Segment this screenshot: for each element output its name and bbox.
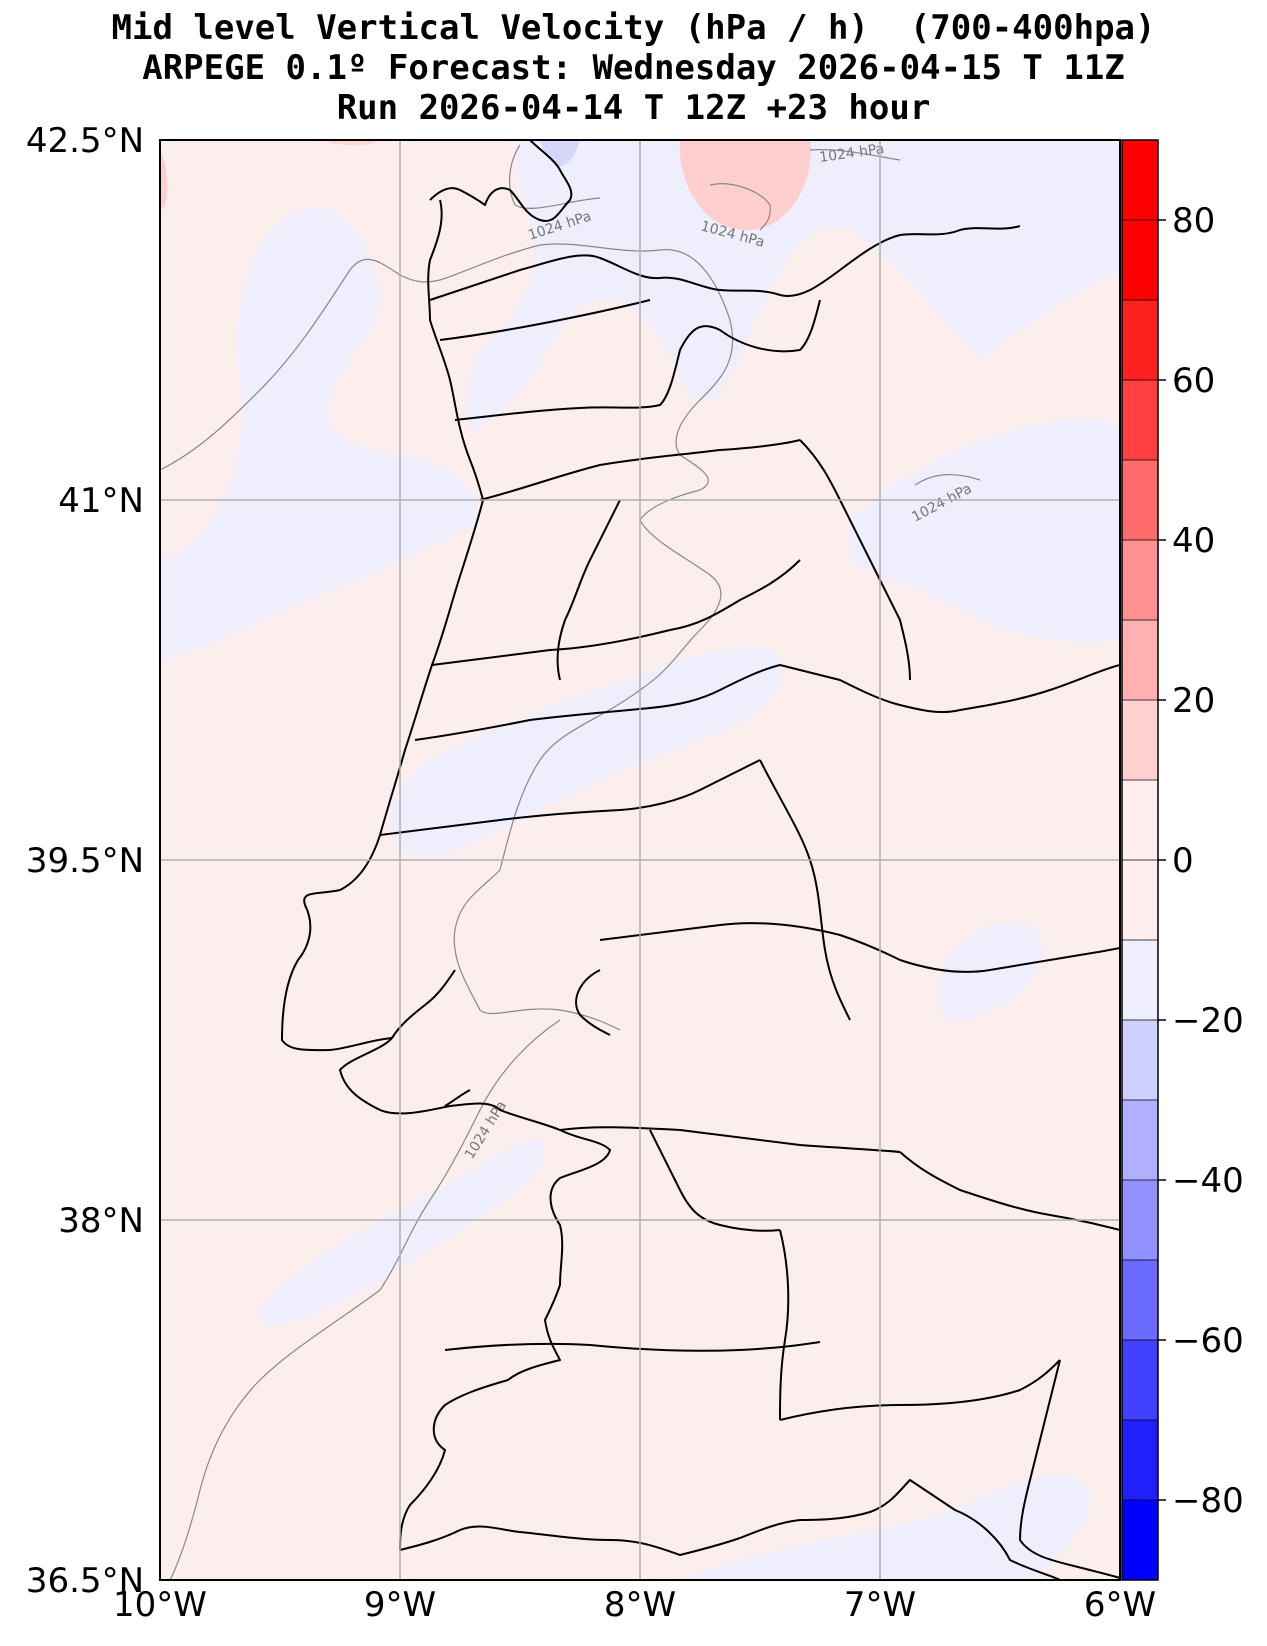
negative-region-north-east xyxy=(850,418,1120,643)
negative-region-central-band xyxy=(390,646,782,858)
title-line-3: Run 2026-04-14 T 12Z +23 hour xyxy=(336,88,931,128)
isobar-contours xyxy=(160,144,981,1580)
isobar-east xyxy=(914,474,981,486)
colorbar-tick-label-4: 0 xyxy=(1172,841,1194,881)
border-district-7 xyxy=(414,664,781,741)
colorbar-tick-label-6: −40 xyxy=(1172,1161,1244,1201)
isobar-north-east xyxy=(809,149,901,161)
border-district-4 xyxy=(556,499,621,681)
border-district-1 xyxy=(439,299,651,341)
latitude-tick-labels: 42.5°N 41°N 39.5°N 38°N 36.5°N xyxy=(26,121,144,1601)
coastlines-and-borders xyxy=(281,140,1120,1580)
border-district-5 xyxy=(431,559,801,666)
coastline-south xyxy=(399,1479,1061,1580)
colorbar: 80 60 40 20 0 −20 −40 −60 −80 xyxy=(1121,139,1244,1581)
coastline-west xyxy=(281,199,611,1551)
colorbar-tick-label-5: −20 xyxy=(1172,1001,1244,1041)
border-district-12 xyxy=(599,922,901,961)
colorbar-segment-1 xyxy=(1122,1420,1158,1500)
positive-region-north-west-corner xyxy=(160,150,168,212)
lat-tick-label-2: 39.5°N xyxy=(26,841,144,881)
border-district-18 xyxy=(1019,1359,1120,1579)
border-district-13 xyxy=(899,947,1120,973)
lat-tick-label-0: 42.5°N xyxy=(26,121,144,161)
colorbar-segment-15 xyxy=(1122,300,1158,380)
colorbar-segment-2 xyxy=(1122,1340,1158,1420)
negative-region-north xyxy=(466,140,1120,430)
lon-tick-label-0: 10°W xyxy=(113,1585,207,1625)
colorbar-tick-label-0: 80 xyxy=(1172,201,1215,241)
colorbar-segment-11 xyxy=(1122,620,1158,700)
colorbar-segment-7 xyxy=(1122,940,1158,1020)
map-title: Mid level Vertical Velocity (hPa / h) (7… xyxy=(0,8,1267,128)
lat-tick-label-3: 38°N xyxy=(58,1201,144,1241)
border-district-2 xyxy=(454,299,821,421)
colorbar-segment-3 xyxy=(1122,1260,1158,1340)
lat-tick-label-4: 36.5°N xyxy=(26,1561,144,1601)
lon-tick-label-4: 6°W xyxy=(1084,1585,1156,1625)
colorbar-tick-label-3: 20 xyxy=(1172,681,1215,721)
border-district-11 xyxy=(559,1126,901,1153)
colorbar-segment-6 xyxy=(1122,1020,1158,1100)
lon-tick-label-2: 8°W xyxy=(604,1585,676,1625)
colorbar-segment-12 xyxy=(1122,540,1158,620)
colorbar-tick-label-1: 60 xyxy=(1172,361,1215,401)
negative-strong-top xyxy=(540,140,580,167)
border-district-17 xyxy=(779,1359,1061,1421)
colorbar-segment-14 xyxy=(1122,380,1158,460)
lon-tick-label-3: 7°W xyxy=(844,1585,916,1625)
border-district-3 xyxy=(479,439,801,501)
negative-region-south-west xyxy=(258,1139,545,1326)
longitude-tick-labels: 10°W 9°W 8°W 7°W 6°W xyxy=(113,1585,1156,1625)
lat-tick-label-1: 41°N xyxy=(58,481,144,521)
colorbar-tick-label-7: −60 xyxy=(1172,1321,1244,1361)
isobar-north-top xyxy=(509,144,601,209)
colorbar-segment-8 xyxy=(1122,860,1158,940)
lon-tick-label-1: 9°W xyxy=(364,1585,436,1625)
colorbar-segment-9 xyxy=(1122,780,1158,860)
border-district-19 xyxy=(649,1129,781,1232)
negative-region-east xyxy=(937,921,1043,1022)
colorbar-tick-label-2: 40 xyxy=(1172,521,1215,561)
border-district-6 xyxy=(799,439,911,681)
isobar-central xyxy=(453,869,621,1031)
negative-region-south-east xyxy=(680,1474,1090,1580)
colorbar-segment-0 xyxy=(1122,1500,1158,1580)
sado-estuary xyxy=(444,1089,471,1107)
isobar-north xyxy=(439,243,734,871)
border-district-15 xyxy=(779,1229,790,1421)
isobar-south-west xyxy=(169,1019,561,1580)
border-district-10 xyxy=(759,759,851,1021)
colorbar-segment-16 xyxy=(1122,220,1158,300)
title-line-1: Mid level Vertical Velocity (hPa / h) (7… xyxy=(111,8,1156,48)
title-line-2: ARPEGE 0.1º Forecast: Wednesday 2026-04-… xyxy=(142,48,1125,88)
border-district-8 xyxy=(779,664,1120,714)
isobar-west xyxy=(160,258,441,471)
border-district-16 xyxy=(444,1341,821,1352)
border-district-9 xyxy=(379,759,761,836)
border-minho xyxy=(429,225,1021,301)
positive-region-north xyxy=(679,140,811,231)
positive-region-top-edge xyxy=(320,140,380,146)
colorbar-segment-17 xyxy=(1122,140,1158,220)
isobar-north-closed xyxy=(709,183,771,231)
colorbar-segment-5 xyxy=(1122,1100,1158,1180)
border-district-20 xyxy=(575,969,611,1036)
colorbar-segment-10 xyxy=(1122,700,1158,780)
colorbar-segment-4 xyxy=(1122,1180,1158,1260)
colorbar-segment-13 xyxy=(1122,460,1158,540)
map-frame xyxy=(159,139,1121,1581)
colorbar-tick-label-8: −80 xyxy=(1172,1481,1244,1521)
border-district-14 xyxy=(899,1151,1120,1231)
coastline-north xyxy=(429,140,573,222)
